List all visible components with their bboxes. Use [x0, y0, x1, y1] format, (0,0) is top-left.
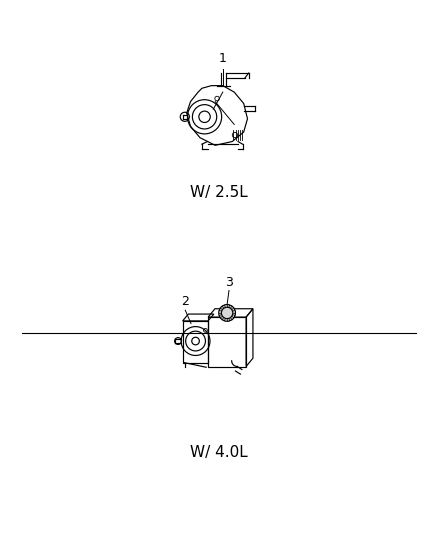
Text: 1: 1	[219, 52, 227, 66]
Text: 3: 3	[225, 276, 233, 288]
Text: W/ 2.5L: W/ 2.5L	[190, 185, 248, 200]
Bar	[183, 321, 208, 362]
Text: W/ 4.0L: W/ 4.0L	[190, 446, 248, 461]
Circle shape	[219, 304, 236, 321]
Text: 2: 2	[181, 295, 189, 309]
Bar	[208, 317, 246, 367]
